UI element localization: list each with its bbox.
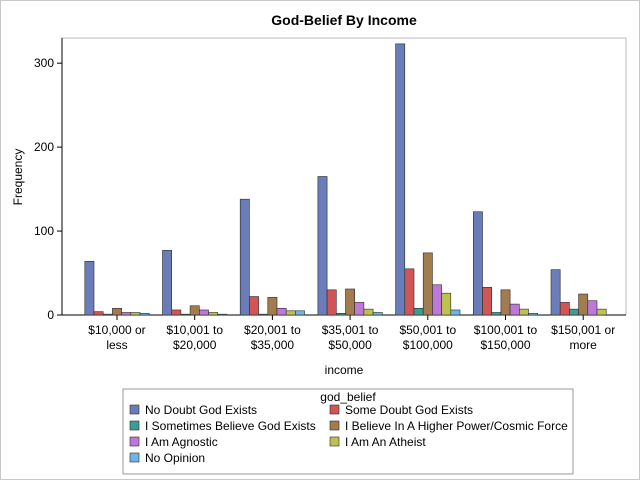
legend-swatch	[129, 452, 140, 463]
legend-item: I Am Agnostic	[129, 435, 218, 449]
x-tick-label: $10,001 to	[166, 323, 223, 337]
y-tick-label: 100	[34, 224, 54, 238]
bar	[171, 309, 182, 316]
bar	[354, 302, 365, 316]
bar	[285, 310, 296, 316]
x-tick-label: $150,000	[480, 338, 530, 352]
legend-swatch	[329, 420, 340, 431]
plot-area	[61, 37, 627, 316]
bar	[130, 312, 141, 316]
bar	[199, 309, 209, 316]
legend-label: I Sometimes Believe God Exists	[145, 419, 316, 433]
bar	[404, 268, 415, 316]
bar	[239, 198, 250, 316]
plot-border	[61, 37, 627, 316]
legend-item: I Believe In A Higher Power/Cosmic Force	[329, 419, 568, 433]
bar	[121, 312, 132, 316]
bar	[335, 313, 346, 316]
bar	[217, 313, 228, 316]
legend-label: I Believe In A Higher Power/Cosmic Force	[345, 419, 568, 433]
bar	[363, 308, 374, 316]
bar	[528, 313, 538, 316]
bar	[422, 252, 433, 316]
y-tick-label: 200	[34, 140, 54, 154]
legend-item: No Doubt God Exists	[129, 403, 257, 417]
bar	[395, 43, 406, 316]
legend-item: I Am An Atheist	[329, 435, 426, 449]
bar	[295, 310, 305, 316]
bar	[413, 307, 424, 316]
bar	[276, 307, 287, 316]
bar	[139, 313, 150, 316]
x-tick-label: $35,000	[251, 338, 295, 352]
bar	[450, 309, 461, 316]
y-tick-label: 300	[34, 56, 54, 70]
bar	[102, 313, 113, 316]
bar	[441, 292, 452, 316]
legend-swatch	[329, 404, 340, 415]
bar	[208, 312, 218, 316]
legend-label: No Opinion	[145, 451, 205, 465]
legend-label: Some Doubt God Exists	[345, 403, 473, 417]
bar	[249, 296, 259, 316]
x-tick-label: $10,000 or	[88, 323, 145, 337]
bar	[372, 312, 383, 316]
legend-item: I Sometimes Believe God Exists	[129, 419, 316, 433]
bar-series	[84, 43, 607, 316]
bar	[93, 311, 104, 316]
x-axis-label: income	[325, 363, 364, 377]
bar	[559, 302, 570, 316]
bar	[317, 176, 328, 316]
y-axis: 0 100 200 300	[34, 38, 63, 322]
bar	[596, 308, 607, 316]
bar	[472, 211, 483, 316]
chart-title: God-Belief By Income	[271, 12, 417, 28]
bar	[180, 313, 191, 316]
bar	[550, 269, 561, 316]
x-tick-label: $100,000	[403, 338, 453, 352]
legend-label: I Am Agnostic	[145, 435, 218, 449]
bar	[189, 305, 200, 316]
x-tick-label: $35,001 to	[322, 323, 379, 337]
bar	[345, 288, 355, 316]
x-tick-label: $100,001 to	[474, 323, 538, 337]
legend-swatch	[129, 404, 140, 415]
bar	[258, 313, 269, 316]
x-tick-label: less	[106, 338, 127, 352]
x-tick-label: $50,000	[328, 338, 372, 352]
legend-swatch	[129, 436, 140, 447]
bar	[482, 286, 492, 316]
bar	[500, 289, 511, 316]
x-tick-label: $20,001 to	[244, 323, 301, 337]
legend-item: Some Doubt God Exists	[329, 403, 473, 417]
bar	[509, 303, 520, 316]
bar	[491, 312, 502, 316]
y-axis-label: Frequency	[11, 149, 25, 206]
legend-swatch	[329, 436, 340, 447]
legend-label: I Am An Atheist	[345, 435, 426, 449]
x-tick-label: $20,000	[173, 338, 217, 352]
bar	[569, 308, 579, 316]
legend-label: No Doubt God Exists	[145, 403, 257, 417]
legend-title: god_belief	[320, 390, 376, 404]
legend-swatch	[129, 420, 140, 431]
x-tick-label: $50,001 to	[399, 323, 456, 337]
bar	[587, 300, 598, 316]
legend-item: No Opinion	[129, 451, 205, 465]
legend-box	[122, 388, 574, 475]
bar	[84, 260, 95, 316]
x-tick-label: more	[570, 338, 598, 352]
bar	[578, 293, 589, 316]
bar	[518, 308, 529, 316]
x-tick-label: $150,001 or	[551, 323, 615, 337]
y-tick-label: 0	[47, 308, 54, 322]
bar	[112, 307, 122, 316]
bar	[267, 297, 278, 316]
bar	[162, 250, 172, 316]
legend: god_belief No Doubt God Exists Some Doubt…	[122, 388, 574, 475]
bar	[432, 284, 442, 316]
bar	[326, 289, 337, 316]
